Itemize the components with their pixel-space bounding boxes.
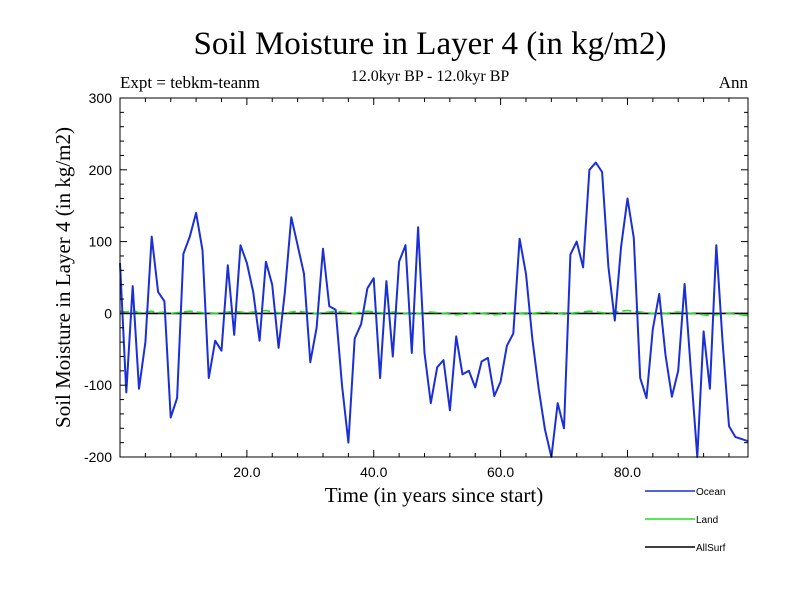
chart-title: Soil Moisture in Layer 4 (in kg/m2) [193,26,667,62]
x-axis-label: Time (in years since start) [325,483,544,507]
legend-label-land: Land [696,515,718,526]
y-tick-label: 300 [89,90,113,106]
y-tick-label: 100 [89,234,113,250]
x-tick-label: 20.0 [233,464,260,480]
y-tick-label: -100 [84,377,112,393]
y-tick-label: -200 [84,449,112,465]
legend-label-ocean: Ocean [696,487,725,498]
chart-subtitle: 12.0kyr BP - 12.0kyr BP [350,68,510,85]
series-line-ocean [119,161,749,458]
y-tick-label: 200 [89,162,113,178]
period-label: Ann [718,73,748,92]
experiment-label: Expt = tebkm-teanm [120,73,260,92]
plot-frame [119,97,749,458]
x-tick-label: 80.0 [614,464,641,480]
legend-label-allsurf: AllSurf [696,543,726,554]
y-tick-label: 0 [104,305,112,321]
x-tick-label: 40.0 [360,464,387,480]
y-axis-label: Soil Moisture in Layer 4 (in kg/m2) [51,127,75,428]
x-tick-label: 60.0 [487,464,514,480]
series-line-land [119,309,749,317]
